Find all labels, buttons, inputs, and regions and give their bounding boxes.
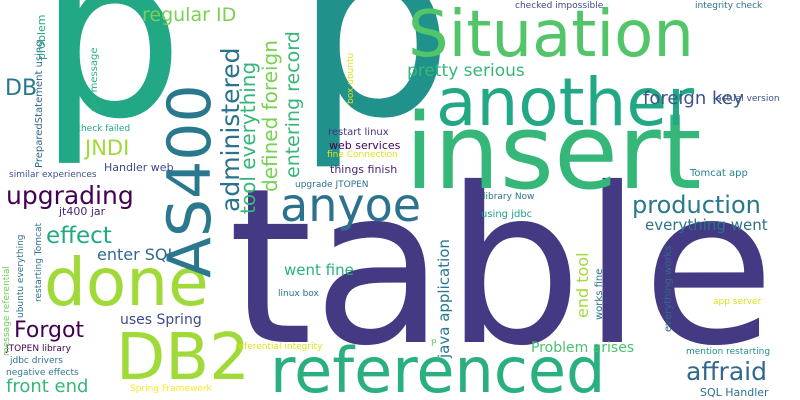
word-library-now: library Now <box>483 192 535 202</box>
word-integrity-check: integrity check <box>695 1 763 11</box>
word-table: table <box>228 142 776 393</box>
word-situation: Situation <box>408 0 694 72</box>
word-anyoe: anyoe <box>280 178 422 232</box>
word-restarting-tomcat: restarting Tomcat <box>34 222 44 302</box>
word-java-application: java application <box>435 239 453 358</box>
word-message-referential: message referential <box>2 266 12 356</box>
word-jtopen-library: JTOPEN library <box>6 344 71 354</box>
word-p-small: P <box>431 339 437 349</box>
word-enter-sql: enter SQL <box>97 245 177 264</box>
word-handler-web: Handler web <box>104 161 174 174</box>
word-went-fine: went fine <box>284 261 354 279</box>
word-linux-box: linux box <box>278 289 319 299</box>
word-end-tool: end tool <box>573 252 592 318</box>
word-entering-record: entering record <box>282 31 304 178</box>
word-affraid: affraid <box>686 357 767 386</box>
word-mention-restarting: mention restarting <box>686 347 771 357</box>
word-works-fine: works fine <box>594 268 605 320</box>
word-tomcat-app: Tomcat app <box>690 168 748 179</box>
word-jdbc-drivers: jdbc drivers <box>10 356 63 366</box>
word-defined-foreign: defined foreign <box>258 40 282 192</box>
word-regular-id: regular ID <box>142 4 237 26</box>
word-another: another <box>436 64 695 141</box>
word-everything-works: everything works <box>663 245 674 332</box>
word-insert: insert <box>405 91 702 213</box>
word-got-message: got message <box>89 47 100 112</box>
word-production: production <box>632 191 761 219</box>
word-things-finish: things finish <box>330 163 398 176</box>
word-forgot: Forgot <box>14 318 85 343</box>
word-using-jdbc: using jdbc <box>481 209 533 220</box>
word-db: DB <box>5 76 38 101</box>
word-everything-went: everything went <box>645 216 768 234</box>
word-p-large-2: p <box>294 0 454 174</box>
word-app-server: app server <box>713 297 762 307</box>
word-p-large-1: p <box>38 0 184 170</box>
word-box-ubuntu: box ubuntu <box>346 52 356 104</box>
word-uses-spring: uses Spring <box>120 312 202 328</box>
word-problem-arises: Problem arises <box>531 340 635 356</box>
word-actual-version: actual version <box>716 94 780 104</box>
word-similar-experiences: similar experiences <box>9 170 97 180</box>
word-done: done <box>44 244 209 321</box>
word-web-services: web services <box>329 139 401 152</box>
word-jndi: JNDI <box>85 136 130 160</box>
word-foreign-key: foreign key <box>643 88 744 109</box>
word-upgrading: upgrading <box>6 181 134 210</box>
word-tool-everything: tool everything <box>236 61 260 214</box>
word-sql-handler: SQL Handler <box>700 386 769 399</box>
word-effect: effect <box>46 223 112 249</box>
word-jt400-jar: jt400 jar <box>59 205 106 218</box>
word-fine-connection: fine Connection <box>327 150 398 160</box>
word-spring-framework: Spring Framework <box>130 384 212 394</box>
word-check-failed: check failed <box>76 124 131 134</box>
word-ubuntu-everything: ubuntu everything <box>16 234 26 319</box>
word-checked-impossible: checked impossible <box>515 1 604 11</box>
word-referenced: referenced <box>270 334 606 400</box>
word-pretty-serious: pretty serious <box>407 61 525 81</box>
word-problem: problem <box>35 14 48 60</box>
word-db2: DB2 <box>116 321 250 395</box>
word-negative-effects: negative effects <box>6 368 79 378</box>
word-upgrade-jtopen: upgrade JTOPEN <box>295 180 369 190</box>
word-front-end: front end <box>6 376 89 397</box>
word-referential-integrity: referential integrity <box>235 342 323 352</box>
word-restart-linux: restart linux <box>328 127 389 138</box>
